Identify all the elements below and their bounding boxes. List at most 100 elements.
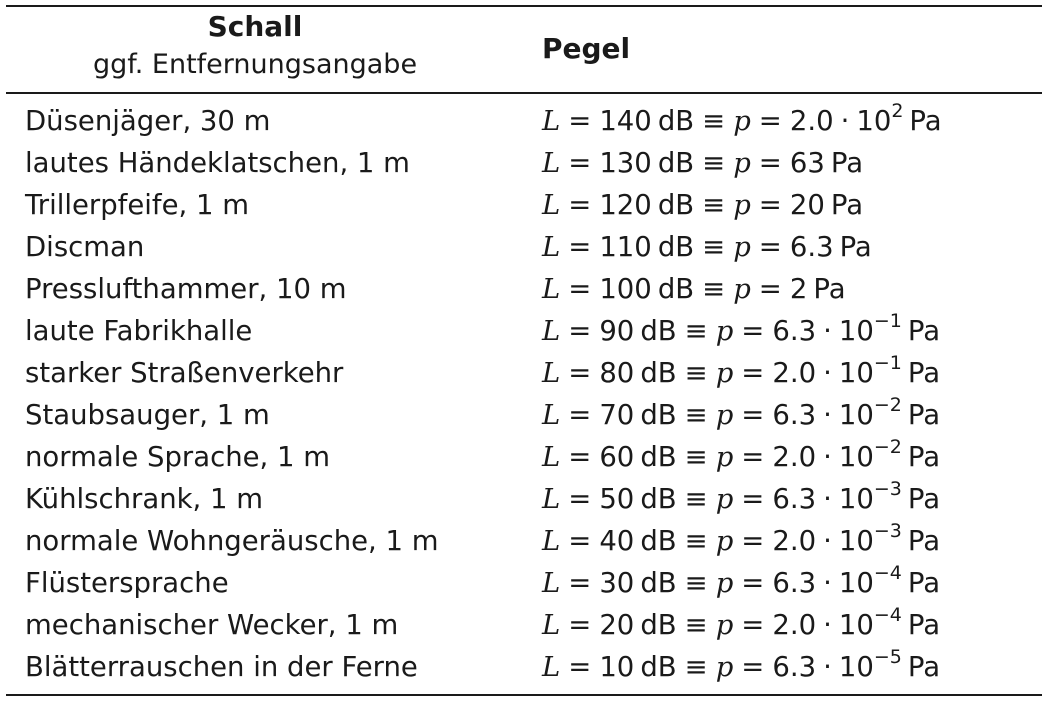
pressure-value: 6.3 — [789, 231, 834, 263]
equals-sign: = — [741, 651, 765, 683]
level-value: 80 — [599, 357, 635, 389]
power-exponent: −3 — [873, 477, 902, 500]
table-header-rule — [6, 92, 1042, 94]
equiv-sign: ≡ — [702, 189, 726, 221]
equals-sign: = — [741, 567, 765, 599]
power-exponent: −1 — [873, 309, 902, 332]
equals-sign: = — [568, 483, 592, 515]
sound-source: laute Fabrikhalle — [25, 315, 253, 347]
table-row: Kühlschrank, 1 m L = 50 dB ≡ p = 6.3 · 10−3 Pa — [0, 478, 1047, 520]
level-expression: L = 90 dB ≡ p = 6.3 · 10−1 Pa — [542, 310, 940, 352]
level-expression: L = 110 dB ≡ p = 6.3 Pa — [542, 226, 872, 268]
level-symbol: L — [542, 357, 561, 389]
equiv-sign: ≡ — [684, 315, 708, 347]
sound-source: Trillerpfeife, 1 m — [25, 189, 250, 221]
power-exponent: −2 — [873, 435, 902, 458]
table-row: Trillerpfeife, 1 m L = 120 dB ≡ p = 20 Pa — [0, 184, 1047, 226]
pressure-unit: Pa — [830, 189, 864, 221]
power-exponent: 2 — [891, 99, 904, 122]
equals-sign: = — [568, 525, 592, 557]
pressure-mantissa: 2.0 — [772, 357, 817, 389]
sound-source: Staubsauger, 1 m — [25, 399, 270, 431]
level-expression: L = 40 dB ≡ p = 2.0 · 10−3 Pa — [542, 520, 940, 562]
power-base: 10 — [838, 357, 874, 389]
power-base: 10 — [838, 525, 874, 557]
level-symbol: L — [542, 609, 561, 641]
equals-sign: = — [568, 399, 592, 431]
level-expression: L = 70 dB ≡ p = 6.3 · 10−2 Pa — [542, 394, 940, 436]
equals-sign: = — [568, 105, 592, 137]
equals-sign: = — [758, 105, 782, 137]
level-unit: dB — [640, 609, 677, 641]
power-base: 10 — [838, 483, 874, 515]
equals-sign: = — [741, 441, 765, 473]
level-value: 90 — [599, 315, 635, 347]
sound-source: Flüstersprache — [25, 567, 229, 599]
table-top-rule — [6, 5, 1042, 7]
sound-source: mechanischer Wecker, 1 m — [25, 609, 399, 641]
power-exponent: −4 — [873, 561, 902, 584]
level-expression: L = 80 dB ≡ p = 2.0 · 10−1 Pa — [542, 352, 940, 394]
pressure-symbol: p — [715, 315, 734, 347]
level-symbol: L — [542, 525, 561, 557]
level-expression: L = 50 dB ≡ p = 6.3 · 10−3 Pa — [542, 478, 940, 520]
level-value: 50 — [599, 483, 635, 515]
level-symbol: L — [542, 567, 561, 599]
power-exponent: −4 — [873, 603, 902, 626]
pressure-symbol: p — [733, 189, 751, 221]
column-subtitle-distance: ggf. Entfernungsangabe — [92, 49, 418, 80]
pressure-mantissa: 6.3 — [772, 651, 817, 683]
power-base: 10 — [838, 315, 874, 347]
equiv-sign: ≡ — [684, 399, 708, 431]
level-value: 30 — [599, 567, 635, 599]
level-unit: dB — [640, 651, 677, 683]
sound-source: Discman — [25, 231, 145, 263]
pressure-unit: Pa — [907, 651, 941, 683]
times-dot: · — [823, 483, 832, 515]
equals-sign: = — [741, 357, 765, 389]
equals-sign: = — [741, 609, 765, 641]
sound-source: Presslufthammer, 10 m — [25, 273, 347, 305]
level-value: 20 — [599, 609, 635, 641]
pressure-unit: Pa — [907, 567, 941, 599]
equals-sign: = — [568, 273, 592, 305]
level-unit: dB — [640, 525, 677, 557]
level-value: 10 — [599, 651, 635, 683]
pressure-symbol: p — [715, 399, 734, 431]
equals-sign: = — [568, 147, 592, 179]
equiv-sign: ≡ — [702, 231, 726, 263]
pressure-symbol: p — [733, 105, 751, 137]
pressure-mantissa: 2.0 — [772, 609, 817, 641]
column-title-pegel: Pegel — [542, 32, 631, 65]
pressure-unit: Pa — [830, 147, 864, 179]
power-base: 10 — [838, 441, 874, 473]
equiv-sign: ≡ — [684, 483, 708, 515]
pressure-value: 63 — [789, 147, 825, 179]
level-expression: L = 30 dB ≡ p = 6.3 · 10−4 Pa — [542, 562, 940, 604]
pressure-unit: Pa — [907, 525, 941, 557]
level-expression: L = 100 dB ≡ p = 2 Pa — [542, 268, 846, 310]
level-symbol: L — [542, 441, 561, 473]
equals-sign: = — [758, 231, 782, 263]
equals-sign: = — [568, 609, 592, 641]
equals-sign: = — [568, 441, 592, 473]
level-unit: dB — [657, 231, 695, 263]
pressure-symbol: p — [715, 357, 734, 389]
level-unit: dB — [640, 483, 677, 515]
pressure-value: 2 — [789, 273, 808, 305]
level-expression: L = 120 dB ≡ p = 20 Pa — [542, 184, 863, 226]
equals-sign: = — [758, 147, 782, 179]
equiv-sign: ≡ — [684, 525, 708, 557]
times-dot: · — [823, 525, 832, 557]
power-exponent: −3 — [873, 519, 902, 542]
sound-source: lautes Händeklatschen, 1 m — [25, 147, 410, 179]
table-row: laute Fabrikhalle L = 90 dB ≡ p = 6.3 · 10−1 Pa — [0, 310, 1047, 352]
level-symbol: L — [542, 105, 561, 137]
equiv-sign: ≡ — [684, 651, 708, 683]
level-value: 60 — [599, 441, 635, 473]
equiv-sign: ≡ — [702, 273, 726, 305]
table-body: Düsenjäger, 30 m L = 140 dB ≡ p = 2.0 · 102 Pa laute… — [0, 100, 1047, 688]
level-symbol: L — [542, 399, 561, 431]
level-value: 100 — [599, 273, 652, 305]
pressure-mantissa: 6.3 — [772, 399, 817, 431]
